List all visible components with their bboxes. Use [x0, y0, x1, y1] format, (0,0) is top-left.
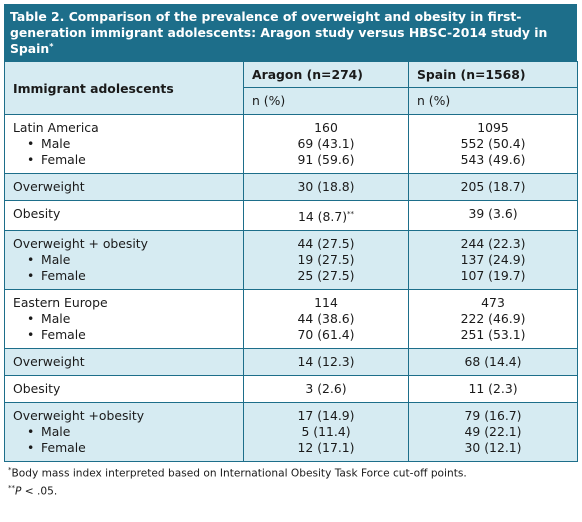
row-sublabel: Female: [13, 327, 235, 343]
value-spain: 68 (14.4): [464, 354, 522, 370]
row-label: Overweight + obesity: [13, 236, 148, 252]
header-row: Immigrant adolescents Aragon (n=274) Spa…: [4, 61, 578, 115]
table-container: Table 2. Comparison of the prevalence of…: [4, 4, 578, 498]
cell-aragon: 30 (18.8): [243, 173, 409, 201]
data-table: Immigrant adolescents Aragon (n=274) Spa…: [4, 61, 578, 463]
value-spain: 543 (49.6): [460, 152, 526, 167]
value-aragon: 12 (17.1): [297, 440, 355, 456]
value-spain: 552 (50.4): [460, 136, 526, 151]
table-title-text: Table 2. Comparison of the prevalence of…: [10, 9, 548, 56]
row-sublabel: Male: [13, 424, 235, 440]
cell-spain: 79 (16.7) 49 (22.1) 30 (12.1): [408, 402, 578, 463]
row-label: Overweight +obesity: [13, 408, 145, 424]
value-aragon: 69 (43.1): [297, 136, 355, 151]
row-label-cell: Obesity: [4, 199, 244, 232]
table-row: Obesity 3 (2.6) 11 (2.3): [4, 375, 578, 404]
row-label-cell: Latin AmericaMaleFemale: [4, 114, 244, 174]
row-sublabel: Male: [13, 311, 235, 327]
row-label: Overweight: [13, 354, 85, 370]
row-label: Latin America: [13, 120, 99, 135]
cell-spain: 473 222 (46.9) 251 (53.1): [408, 289, 578, 350]
value-spain: 251 (53.1): [460, 327, 526, 343]
value-spain: 205 (18.7): [460, 179, 526, 194]
header-immigrant-adolescents: Immigrant adolescents: [4, 61, 244, 115]
cell-spain: 39 (3.6): [408, 199, 578, 232]
row-label-cell: Overweight + obesityMaleFemale: [4, 230, 244, 291]
value-spain: 244 (22.3): [460, 236, 526, 252]
value-spain: 30 (12.1): [464, 440, 522, 456]
value-aragon: 114: [314, 295, 338, 311]
row-label-cell: Obesity: [4, 375, 244, 404]
table-row: Eastern EuropeMaleFemale11444 (38.6)70 (…: [4, 289, 578, 350]
value-aragon: 19 (27.5): [297, 252, 355, 268]
footnotes: *Body mass index interpreted based on In…: [4, 462, 577, 498]
value-spain: 79 (16.7): [464, 408, 522, 424]
footnote-1: *Body mass index interpreted based on In…: [8, 466, 467, 480]
table-row: Overweight +obesityMaleFemale17 (14.9)5 …: [4, 402, 578, 463]
row-label: Obesity: [13, 206, 61, 221]
value-aragon: 14 (12.3): [297, 354, 355, 370]
value-spain: 1095: [477, 120, 509, 135]
cell-spain: 205 (18.7): [408, 173, 578, 201]
cell-aragon: 3 (2.6): [243, 375, 409, 404]
footnote-2: **P < .05.: [8, 483, 58, 498]
cell-spain: 1095 552 (50.4) 543 (49.6): [408, 114, 578, 174]
table-row: Overweight + obesityMaleFemale44 (27.5)1…: [4, 230, 578, 291]
value-aragon: 30 (18.8): [297, 179, 355, 194]
value-spain: 11 (2.3): [468, 381, 518, 397]
value-spain: 49 (22.1): [464, 424, 522, 440]
table-row: Obesity 14 (8.7)** 39 (3.6): [4, 199, 578, 232]
value-spain: 222 (46.9): [460, 311, 526, 327]
table-row: Latin AmericaMaleFemale16069 (43.1)91 (5…: [4, 114, 578, 174]
cell-aragon: 44 (27.5) 19 (27.5) 25 (27.5): [243, 230, 409, 291]
value-aragon: 14 (8.7)**: [297, 209, 355, 225]
row-label-cell: Overweight +obesityMaleFemale: [4, 402, 244, 463]
cell-aragon: 14 (8.7)**: [243, 199, 409, 232]
table-row: Overweight 30 (18.8) 205 (18.7): [4, 173, 578, 201]
header-spain: Spain (n=1568): [408, 61, 578, 88]
row-sublabel: Male: [13, 136, 235, 152]
title-footnote-marker: *: [49, 42, 54, 51]
unit-row: n (%) n (%): [5, 87, 578, 115]
row-sublabel: Female: [13, 440, 235, 456]
cell-spain: 68 (14.4): [408, 348, 578, 377]
value-aragon: 3 (2.6): [305, 381, 347, 397]
header-aragon: Aragon (n=274): [243, 61, 409, 88]
cell-aragon: 17 (14.9) 5 (11.4) 12 (17.1): [243, 402, 409, 463]
row-sublabel: Female: [13, 152, 235, 168]
value-spain: 107 (19.7): [460, 268, 526, 284]
cell-aragon: 114 44 (38.6) 70 (61.4): [243, 289, 409, 350]
cell-aragon: 160 69 (43.1) 91 (59.6): [243, 114, 409, 174]
table-title: Table 2. Comparison of the prevalence of…: [4, 4, 577, 61]
significance-marker: **: [347, 210, 355, 218]
value-aragon: 44 (27.5): [297, 236, 355, 252]
row-label-cell: Overweight: [4, 173, 244, 201]
table-row: Overweight 14 (12.3) 68 (14.4): [4, 348, 578, 377]
unit-spain: n (%): [408, 87, 578, 115]
value-aragon: 25 (27.5): [297, 268, 355, 284]
row-sublabel: Female: [13, 268, 235, 284]
row-label: Eastern Europe: [13, 295, 108, 311]
cell-spain: 11 (2.3): [408, 375, 578, 404]
row-label-cell: Overweight: [4, 348, 244, 377]
value-spain: 473: [481, 295, 505, 311]
row-label: Overweight: [13, 179, 85, 194]
cell-spain: 244 (22.3) 137 (24.9) 107 (19.7): [408, 230, 578, 291]
value-aragon: 70 (61.4): [297, 327, 355, 343]
row-label: Obesity: [13, 381, 61, 397]
row-sublabel: Male: [13, 252, 235, 268]
value-aragon: 17 (14.9): [297, 408, 355, 424]
value-aragon: 91 (59.6): [297, 152, 355, 167]
value-spain: 39 (3.6): [468, 206, 518, 221]
value-aragon: 160: [314, 120, 338, 135]
value-aragon: 5 (11.4): [301, 424, 351, 440]
row-label-cell: Eastern EuropeMaleFemale: [4, 289, 244, 350]
value-aragon: 44 (38.6): [297, 311, 355, 327]
unit-aragon: n (%): [243, 87, 409, 115]
cell-aragon: 14 (12.3): [243, 348, 409, 377]
value-spain: 137 (24.9): [460, 252, 526, 268]
